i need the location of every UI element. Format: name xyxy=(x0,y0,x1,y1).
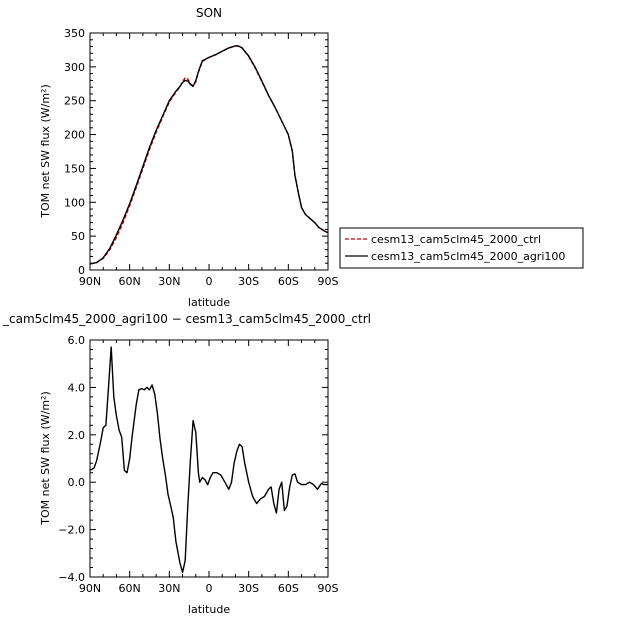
top-x-tick-label: 60S xyxy=(278,275,299,288)
bottom-y-tick-label: 4.0 xyxy=(68,381,86,394)
top-y-tick-label: 100 xyxy=(64,196,85,209)
legend: cesm13_cam5clm45_2000_ctrl cesm13_cam5cl… xyxy=(339,227,584,269)
bottom-y-tick-label: −2.0 xyxy=(58,524,85,537)
top-axis-ticks xyxy=(89,32,329,271)
legend-box xyxy=(339,227,584,269)
bottom-y-tick-label: 0.0 xyxy=(68,476,86,489)
bottom-x-tick-label: 60S xyxy=(278,582,299,595)
top-x-tick-label: 30N xyxy=(158,275,180,288)
top-x-tick-labels: 90N 60N 30N 0 30S 60S 90S xyxy=(79,275,339,288)
bottom-series-line-0 xyxy=(89,346,328,573)
top-y-tick-label: 350 xyxy=(64,27,85,40)
top-x-tick-label: 60N xyxy=(119,275,141,288)
top-series-line-1 xyxy=(89,45,329,265)
bottom-x-tick-label: 0 xyxy=(206,582,213,595)
top-y-tick-label: 150 xyxy=(64,162,85,175)
bottom-x-axis-label: latitude xyxy=(188,603,230,616)
bottom-x-tick-label: 90N xyxy=(79,582,101,595)
bottom-panel: _cam5clm45_2000_agri100 − cesm13_cam5clm… xyxy=(2,312,371,616)
bottom-y-tick-label: −4.0 xyxy=(58,571,85,584)
bottom-y-tick-label: 2.0 xyxy=(68,429,86,442)
bottom-x-tick-label: 60N xyxy=(119,582,141,595)
top-x-tick-label: 90S xyxy=(318,275,339,288)
bottom-y-axis-label: TOM net SW flux (W/m²) xyxy=(39,391,52,525)
top-x-tick-label: 90N xyxy=(79,275,101,288)
bottom-y-tick-label: 6.0 xyxy=(68,334,86,347)
top-y-tick-label: 250 xyxy=(64,95,85,108)
bottom-plot-frame xyxy=(89,339,329,578)
top-y-axis-label: TOM net SW flux (W/m²) xyxy=(39,84,52,218)
bottom-x-tick-labels: 90N 60N 30N 0 30S 60S 90S xyxy=(79,582,339,595)
top-y-tick-labels: 0 50 100 150 200 250 300 350 xyxy=(64,27,85,277)
top-chart-title: SON xyxy=(196,6,222,20)
top-x-tick-label: 0 xyxy=(206,275,213,288)
legend-label-ctrl: cesm13_cam5clm45_2000_ctrl xyxy=(371,233,541,246)
bottom-y-tick-labels: −4.0 −2.0 0.0 2.0 4.0 6.0 xyxy=(58,334,85,584)
legend-label-agri100: cesm13_cam5clm45_2000_agri100 xyxy=(371,250,565,263)
bottom-x-tick-label: 90S xyxy=(318,582,339,595)
top-y-tick-label: 50 xyxy=(71,230,85,243)
top-panel: SON 0 50 100 150 200 250 300 350 90N 60N 30N 0 30S 6… xyxy=(39,6,339,309)
bottom-axis-ticks xyxy=(89,339,329,578)
bottom-chart-title: _cam5clm45_2000_agri100 − cesm13_cam5clm… xyxy=(2,312,371,326)
bottom-x-tick-label: 30N xyxy=(158,582,180,595)
top-x-tick-label: 30S xyxy=(238,275,259,288)
bottom-x-tick-label: 30S xyxy=(238,582,259,595)
bottom-series-lines xyxy=(89,346,328,573)
top-series-lines xyxy=(89,45,329,265)
top-y-tick-label: 300 xyxy=(64,61,85,74)
top-y-tick-label: 0 xyxy=(78,264,85,277)
top-x-axis-label: latitude xyxy=(188,296,230,309)
top-y-tick-label: 200 xyxy=(64,129,85,142)
